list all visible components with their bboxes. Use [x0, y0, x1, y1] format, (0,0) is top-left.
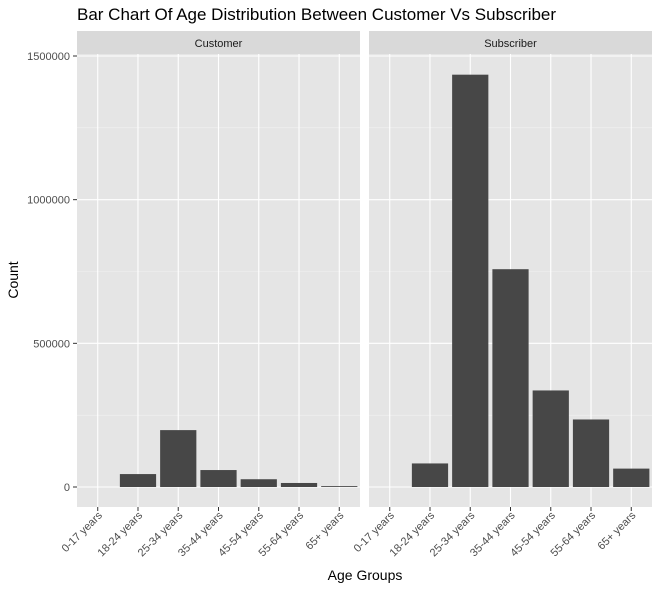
bar-customer-2	[160, 430, 197, 487]
y-tick-label: 500000	[33, 338, 70, 350]
bar-subscriber-1	[411, 463, 449, 487]
bar-subscriber-6	[613, 468, 650, 487]
bar-customer-4	[240, 479, 277, 487]
y-axis: 0 500000 1000000 1500000	[27, 51, 77, 494]
bar-customer-3	[200, 470, 237, 487]
x-tick-label: 65+ years	[304, 509, 347, 552]
x-tick-label: 65+ years	[596, 509, 639, 552]
bar-customer-6	[321, 486, 358, 487]
facet-strip-label: Subscriber	[484, 38, 537, 50]
bar-subscriber-3	[492, 269, 529, 487]
bar-subscriber-2	[452, 74, 489, 487]
y-axis-title: Count	[5, 261, 21, 298]
bar-customer-1	[119, 474, 157, 487]
y-tick-label: 0	[64, 482, 70, 494]
facet-strip-label: Customer	[195, 38, 243, 50]
bar-subscriber-5	[572, 419, 610, 487]
y-tick-label: 1500000	[27, 51, 70, 63]
facet-strip	[369, 31, 652, 54]
bar-customer-5	[280, 482, 318, 487]
facet-strip	[77, 31, 360, 54]
chart-title: Bar Chart Of Age Distribution Between Cu…	[77, 5, 556, 24]
x-axis-title: Age Groups	[328, 567, 403, 583]
bar-subscriber-4	[532, 390, 569, 487]
y-tick-label: 1000000	[27, 195, 70, 207]
